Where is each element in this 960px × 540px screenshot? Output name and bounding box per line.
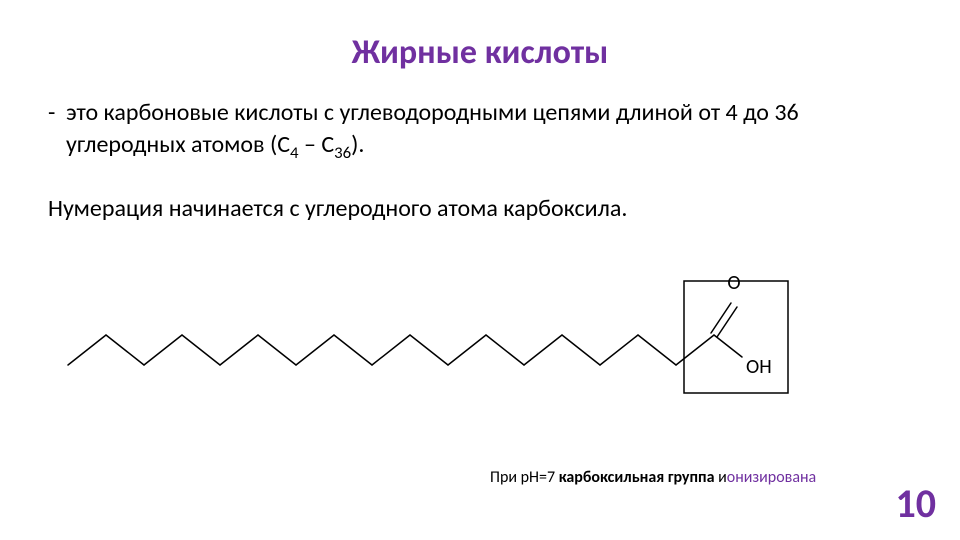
page-number: 10 [895, 479, 936, 528]
svg-text:O: O [727, 271, 740, 295]
bullet-dash: - [48, 97, 66, 165]
chemical-structure-svg: O OH [48, 245, 912, 425]
footnote-bold: карбоксильная группа [559, 468, 715, 487]
def-part1: это карбоновые кислоты с углеводородными… [66, 98, 799, 159]
footnote-suffix-plain: и [714, 468, 726, 487]
footnote-ionization: При pH=7 карбоксильная группа ионизирова… [490, 468, 816, 487]
fatty-acid-structure-diagram: O OH [48, 245, 912, 425]
svg-text:OH: OH [746, 355, 772, 379]
footnote-suffix-colored: онизирована [727, 468, 816, 487]
def-after: ). [351, 130, 364, 159]
definition-text: это карбоновые кислоты с углеводородными… [66, 97, 912, 165]
slide-title: Жирные кислоты [48, 32, 912, 73]
paragraph-numbering: Нумерация начинается с углеродного атома… [48, 193, 912, 225]
def-mid: – С [299, 130, 335, 159]
paragraph-definition: - это карбоновые кислоты с углеводородны… [48, 97, 912, 165]
def-sub2: 36 [334, 142, 351, 163]
def-sub1: 4 [290, 142, 299, 163]
footnote-prefix: При pH=7 [490, 468, 559, 487]
